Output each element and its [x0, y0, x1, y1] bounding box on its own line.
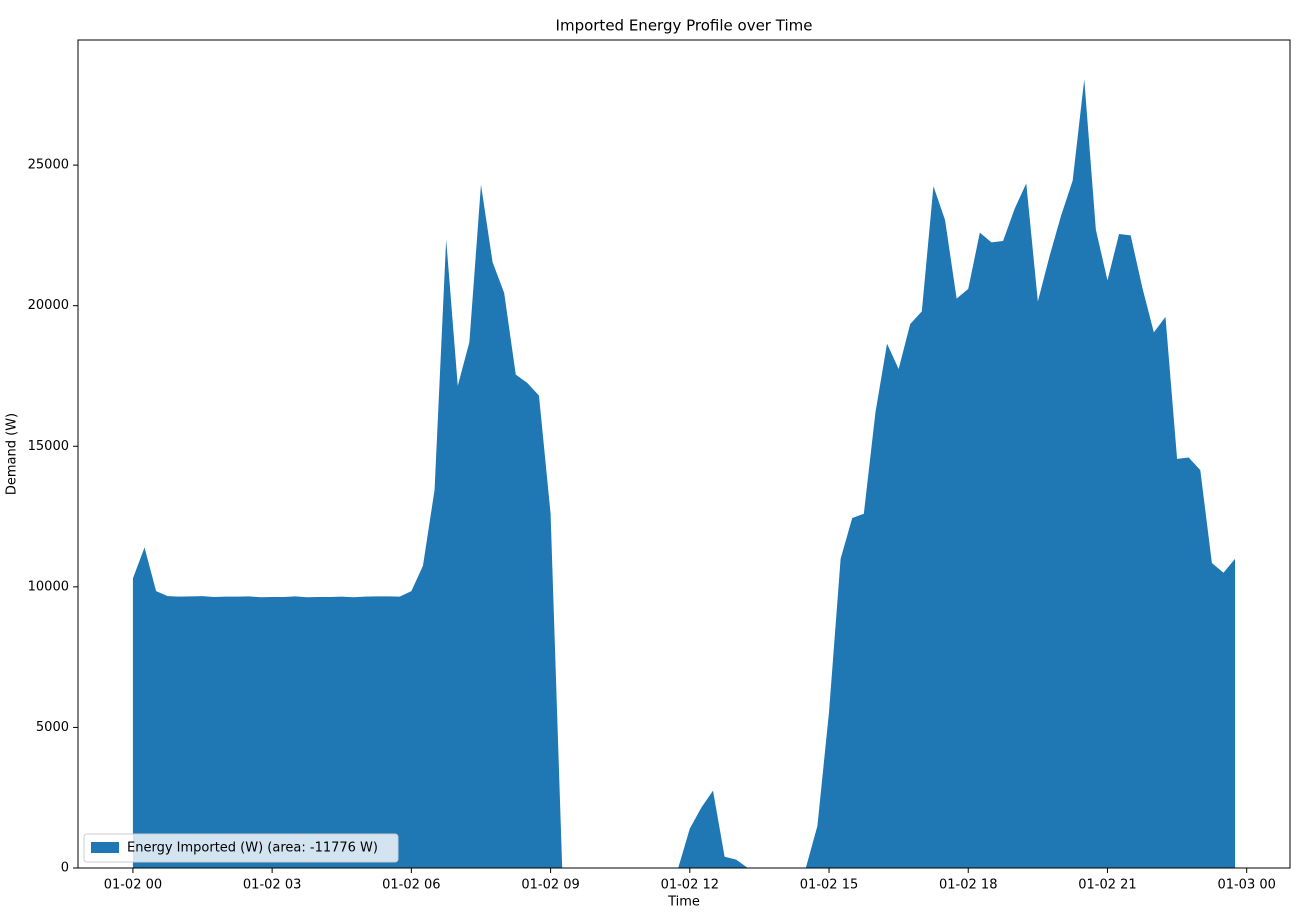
x-tick-label: 01-02 00: [104, 878, 162, 893]
area: [132, 79, 1236, 868]
y-tick-label: 5000: [36, 720, 69, 735]
x-tick-label: 01-02 06: [382, 878, 440, 893]
plot-frame: [77, 39, 1291, 869]
legend-label: Energy Imported (W) (area: -11776 W): [127, 841, 378, 856]
y-tick-label: 25000: [28, 158, 69, 173]
x-tick-label: 01-02 12: [661, 878, 719, 893]
x-axis-label: Time: [667, 895, 700, 910]
x-tick-label: 01-02 18: [939, 878, 997, 893]
x-tick-label: 01-02 21: [1078, 878, 1136, 893]
x-tick-label: 01-02 15: [800, 878, 858, 893]
x-tick-label: 01-02 03: [243, 878, 301, 893]
y-axis-label: Demand (W): [5, 413, 20, 495]
x-tick-label: 01-03 00: [1217, 878, 1275, 893]
legend-box: [83, 833, 399, 863]
y-tick-label: 10000: [28, 579, 69, 594]
x-tick-label: 01-02 09: [521, 878, 579, 893]
y-tick-label: 20000: [28, 298, 69, 313]
y-tick-label: 15000: [28, 439, 69, 454]
y-tick-label: 0: [61, 861, 69, 876]
legend-swatch: [91, 842, 119, 853]
chart-title: Imported Energy Profile over Time: [556, 17, 813, 35]
